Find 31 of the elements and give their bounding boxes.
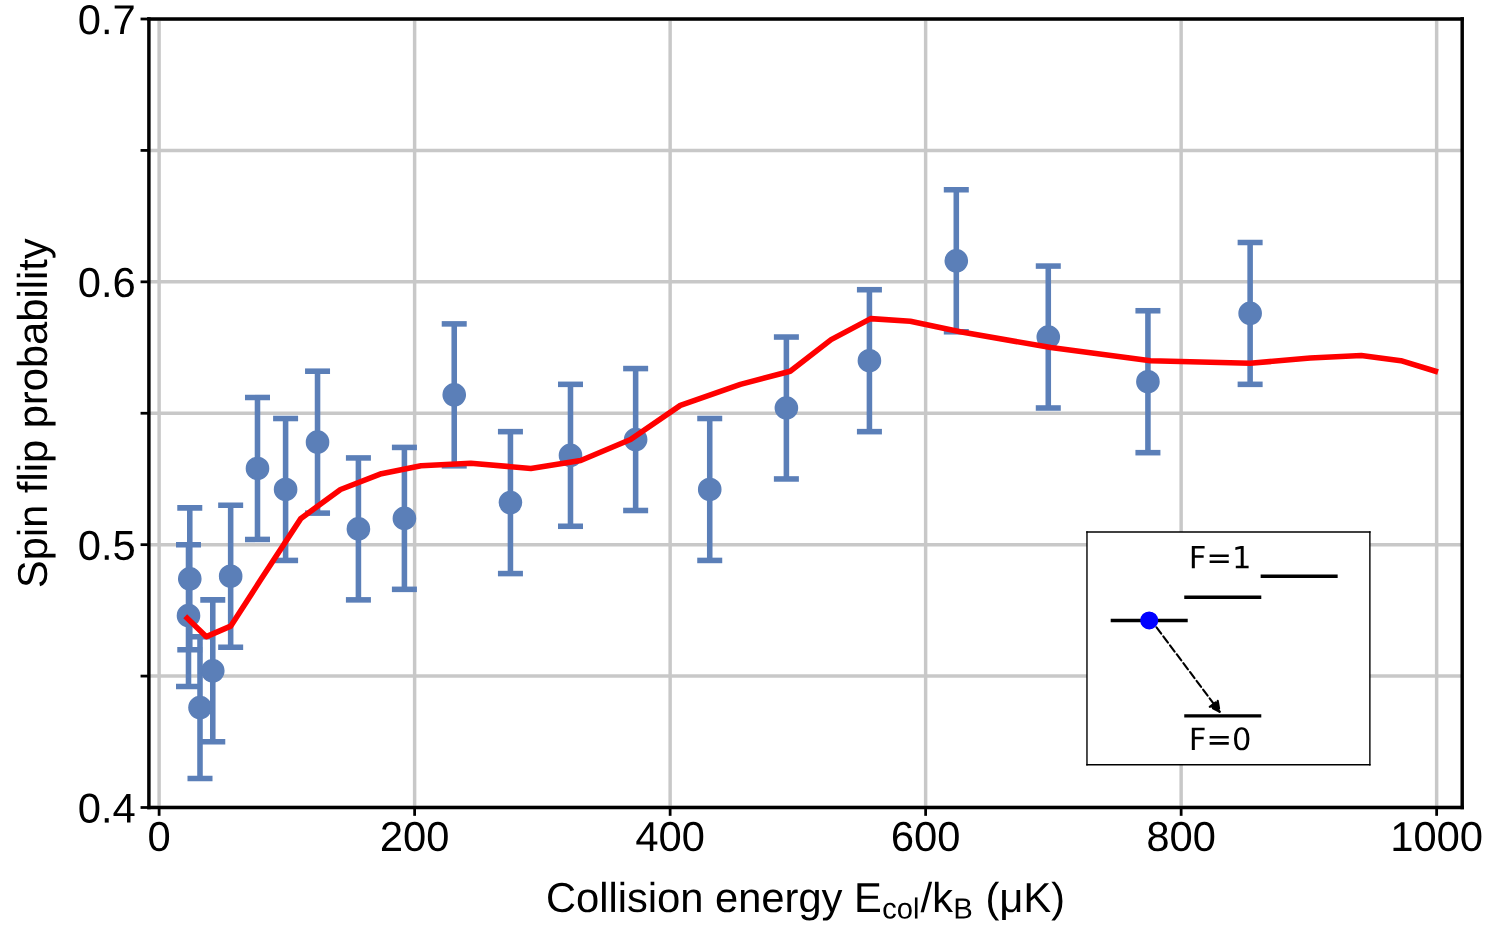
- point: [188, 695, 212, 720]
- point: [1238, 301, 1262, 326]
- y-tick-label: 0.6: [79, 267, 134, 298]
- point: [498, 490, 523, 515]
- y-axis-title: Spin flip probability: [16, 238, 56, 587]
- point: [200, 659, 225, 683]
- point: [697, 477, 722, 502]
- x-tick-label: 1000: [1393, 821, 1482, 852]
- annotation: F=1: [1191, 546, 1249, 569]
- point: [346, 517, 371, 541]
- x-tick-label: 400: [636, 821, 704, 852]
- point: [218, 564, 243, 589]
- y-tick-label: 0.4: [79, 793, 135, 824]
- point: [442, 383, 467, 407]
- x-axis-title: Collision energy E$_{col}$/k$_{B}$ (μK): [548, 881, 1063, 921]
- y-tick-label: 0.7: [79, 5, 134, 35]
- point: [857, 348, 882, 373]
- point: [1136, 369, 1160, 394]
- point: [273, 477, 298, 502]
- x-tick-label: 200: [381, 821, 448, 852]
- x-tick-label: 800: [1148, 821, 1215, 852]
- x-tick-label: 0: [149, 821, 170, 852]
- point: [305, 430, 330, 454]
- point: [245, 456, 270, 481]
- point: [177, 567, 202, 591]
- y-tick-label: 0.5: [79, 530, 134, 561]
- annotation: F=0: [1191, 727, 1250, 751]
- point: [774, 396, 799, 420]
- point: [392, 506, 417, 531]
- x-tick-label: 600: [893, 821, 959, 852]
- point: [944, 249, 969, 273]
